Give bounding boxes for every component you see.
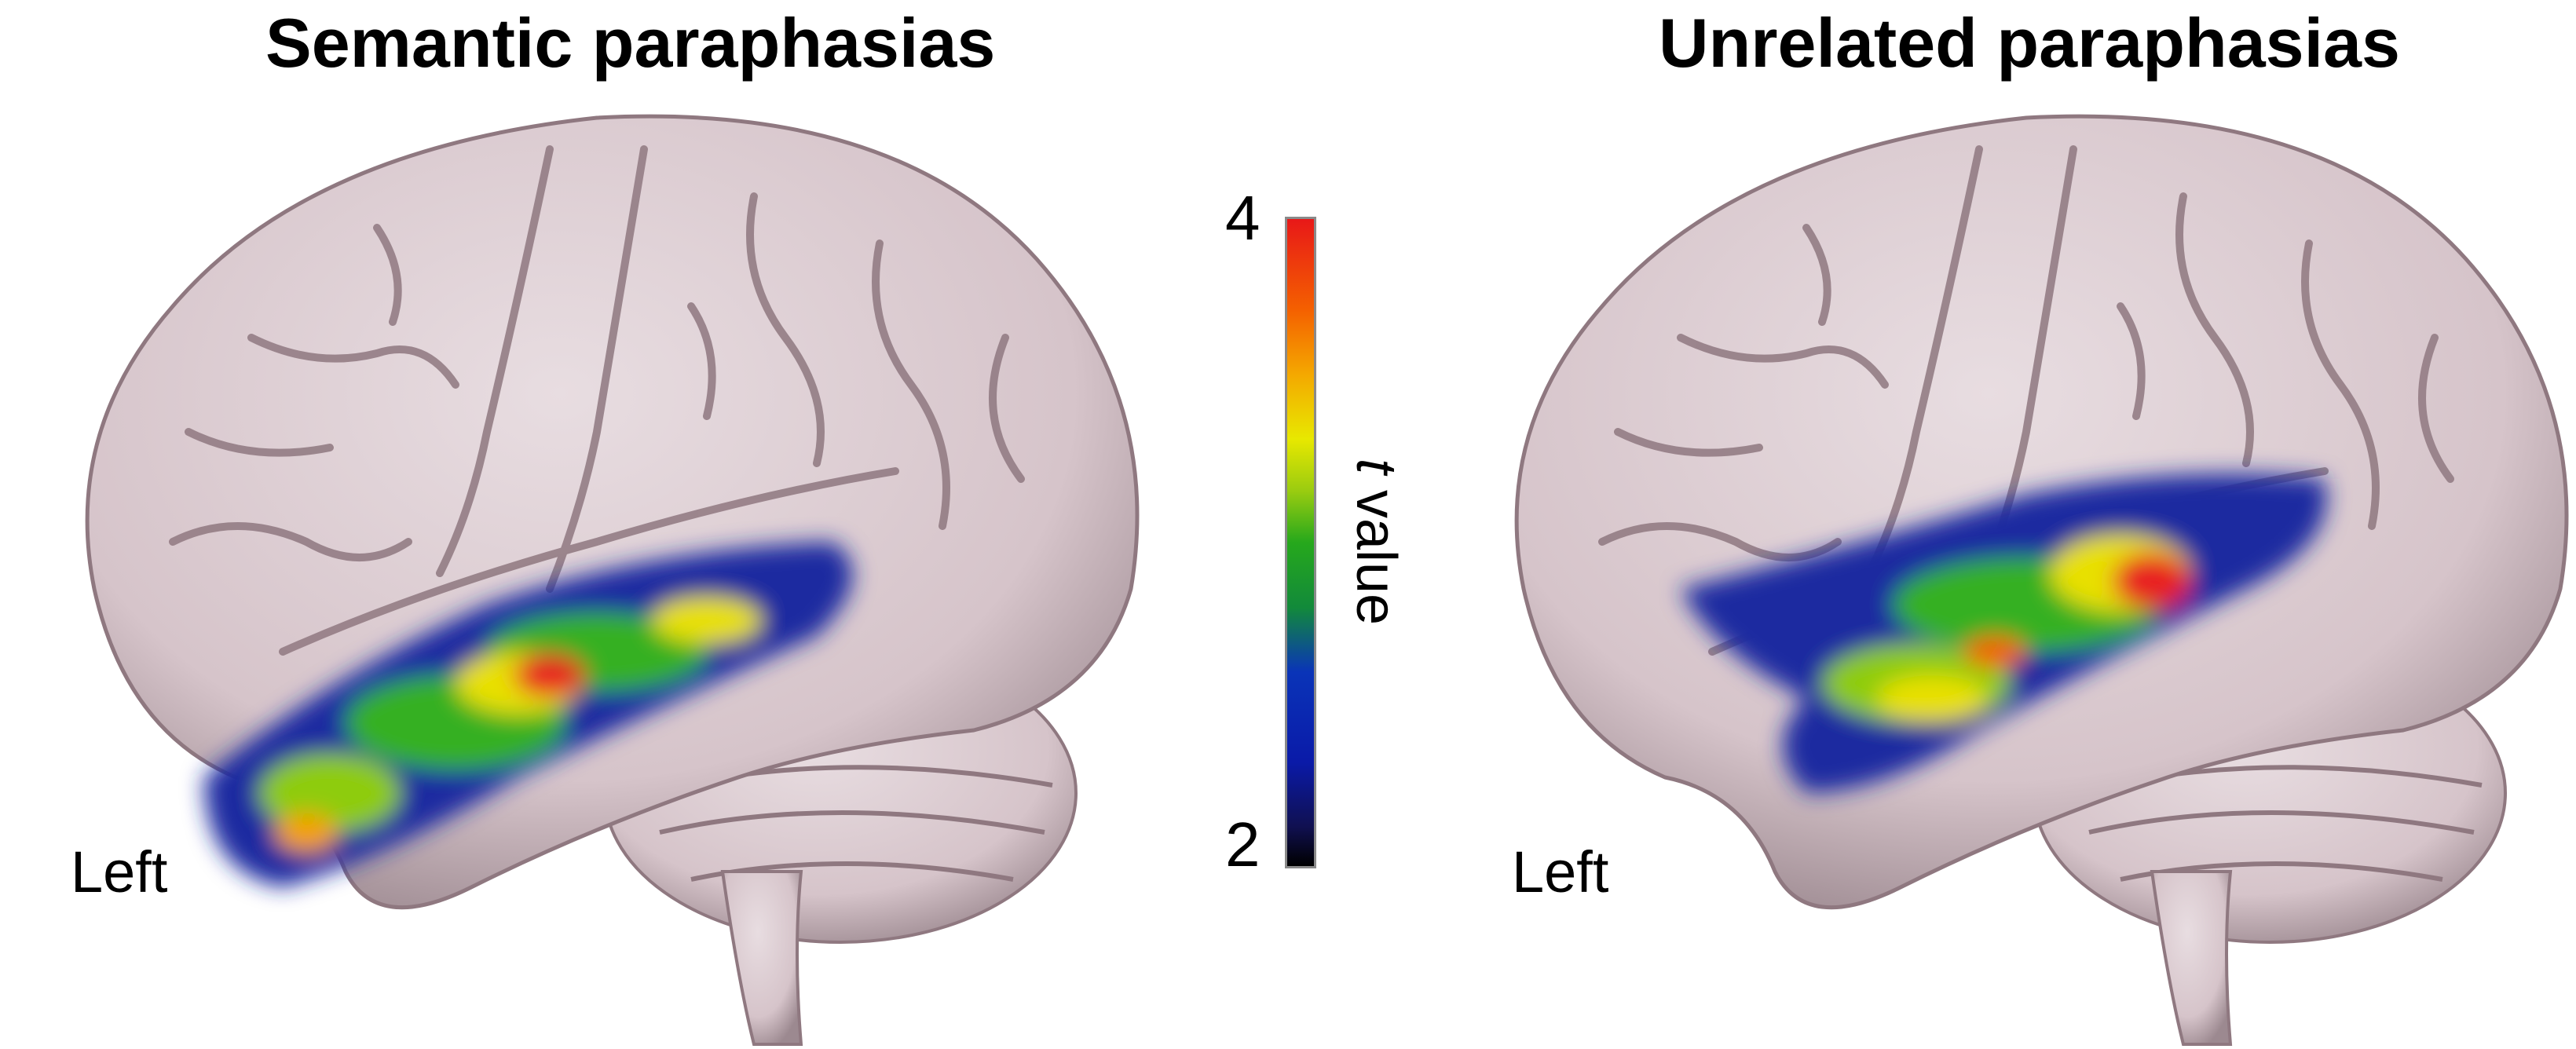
colorbar-label-text: value — [1345, 473, 1407, 626]
panel-title-semantic: Semantic paraphasias — [265, 4, 996, 82]
brain-stem — [2150, 870, 2233, 1046]
colorbar — [1285, 217, 1316, 868]
colorbar-min-label: 2 — [1225, 810, 1261, 879]
brain-render-semantic — [85, 114, 1140, 1046]
activation-overlay — [1681, 473, 2327, 793]
colorbar-max-label: 4 — [1225, 183, 1261, 253]
panel-title-unrelated: Unrelated paraphasias — [1659, 4, 2400, 82]
hemisphere-label-semantic: Left — [71, 839, 168, 905]
colorbar-label-variable: t — [1345, 458, 1407, 474]
brain-render-unrelated — [1514, 114, 2569, 1046]
colorbar-label: t value — [1344, 459, 1408, 625]
hemisphere-label-unrelated: Left — [1512, 839, 1609, 905]
brain-stem — [720, 870, 803, 1046]
activation-overlay — [204, 542, 853, 887]
